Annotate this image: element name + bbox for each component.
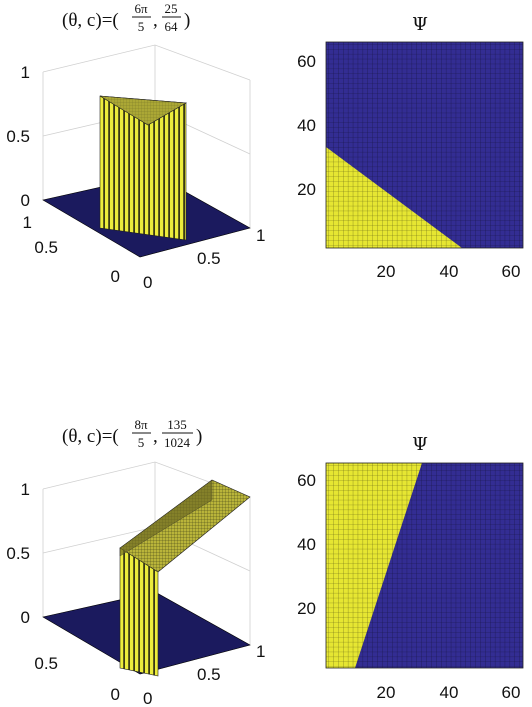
chart-title-top-left: (θ, c)=( — [62, 10, 119, 31]
heatmap-bottom-x-tick-40: 40 — [440, 683, 459, 702]
y-tick-0-bottom: 0 — [111, 685, 120, 704]
heatmap-bottom-x-tick-60: 60 — [502, 683, 521, 702]
y-tick-1: 1 — [23, 213, 32, 232]
title-fraction-theta-bottom: 8π 5 — [132, 417, 151, 450]
heatmap-title-bottom: Ψ — [412, 434, 428, 455]
heatmap-top-x-tick-60: 60 — [502, 262, 521, 281]
z-tick-1: 1 — [21, 63, 30, 82]
heatmap-grid-top — [326, 42, 523, 248]
theta-numerator-bottom: 8π — [134, 417, 148, 432]
theta-numerator: 6π — [134, 1, 148, 16]
title-fraction-theta-top: 6π 5 — [132, 1, 151, 34]
y-tick-0: 0 — [111, 267, 120, 286]
title-suffix: ) — [184, 10, 190, 31]
title-suffix-bottom: ) — [196, 426, 202, 447]
svg-text:,: , — [153, 10, 158, 31]
title-fraction-c-top: 25 64 — [162, 1, 181, 34]
svg-text:,: , — [153, 426, 158, 447]
heatmap-top: Ψ 60 40 20 20 40 60 — [297, 14, 524, 281]
heatmap-bottom: Ψ 60 40 20 20 40 60 — [297, 434, 524, 702]
heatmap-grid-bottom — [326, 463, 523, 668]
theta-denominator-bottom: 5 — [138, 435, 145, 450]
heatmap-top-y-tick-40: 40 — [297, 116, 316, 135]
surface-wall-high-bottom — [119, 547, 159, 677]
heatmap-top-y-tick-60: 60 — [297, 52, 316, 71]
heatmap-top-x-tick-40: 40 — [440, 262, 459, 281]
x-tick-0.5: 0.5 — [197, 249, 221, 268]
y-tick-0.5-bottom: 0.5 — [34, 654, 58, 673]
surface-plot-bottom: (θ, c)=( 8π 5 , 135 1024 ) 1 0.5 — [6, 417, 265, 707]
chart-title-bottom-left: (θ, c)=( — [62, 426, 119, 447]
z-tick-1-bottom: 1 — [21, 480, 30, 499]
z-tick-0.5: 0.5 — [6, 127, 30, 146]
heatmap-bottom-x-tick-20: 20 — [377, 683, 396, 702]
x-tick-0-bottom: 0 — [143, 689, 152, 707]
heatmap-bottom-y-tick-60: 60 — [297, 471, 316, 490]
y-tick-0.5: 0.5 — [34, 238, 58, 257]
c-denominator-bottom: 1024 — [164, 435, 191, 450]
x-tick-1: 1 — [256, 226, 265, 245]
c-numerator: 25 — [165, 1, 178, 16]
x-tick-1-bottom: 1 — [256, 642, 265, 661]
heatmap-top-y-tick-20: 20 — [297, 180, 316, 199]
x-tick-0: 0 — [143, 273, 152, 292]
theta-denominator: 5 — [138, 19, 145, 34]
heatmap-top-x-tick-20: 20 — [377, 262, 396, 281]
c-denominator: 64 — [165, 19, 179, 34]
heatmap-bottom-y-tick-40: 40 — [297, 535, 316, 554]
surface-top-shade — [99, 95, 187, 126]
x-tick-0.5-bottom: 0.5 — [197, 665, 221, 684]
surface-top-high-bottom — [119, 479, 251, 573]
z-tick-0.5-bottom: 0.5 — [6, 544, 30, 563]
z-tick-0: 0 — [21, 191, 30, 210]
heatmap-title-top: Ψ — [412, 14, 428, 35]
c-numerator-bottom: 135 — [167, 417, 187, 432]
z-tick-0-bottom: 0 — [21, 608, 30, 627]
heatmap-bottom-y-tick-20: 20 — [297, 599, 316, 618]
surface-plot-top: (θ, c)=( 6π 5 , 25 64 ) — [6, 1, 265, 292]
title-fraction-c-bottom: 135 1024 — [162, 417, 193, 450]
surface-edge-high-bottom — [119, 479, 213, 557]
